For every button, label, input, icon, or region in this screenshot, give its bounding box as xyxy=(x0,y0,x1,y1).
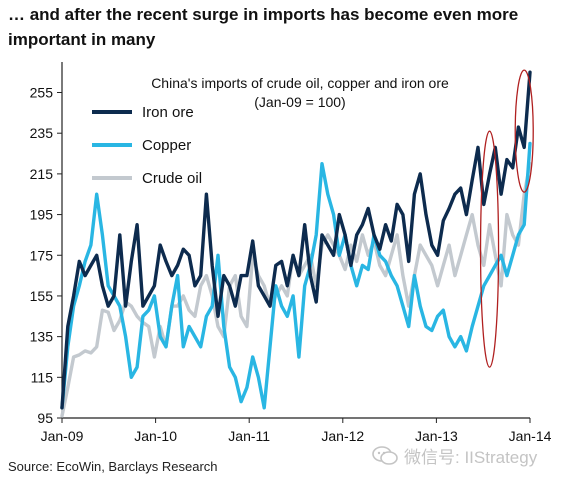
chart-title: China's imports of crude oil, copper and… xyxy=(151,75,449,91)
y-tick-label: 235 xyxy=(30,125,54,141)
x-tick-label: Jan-11 xyxy=(228,428,270,444)
series-line-iron-ore xyxy=(60,70,532,410)
x-tick-label: Jan-10 xyxy=(134,428,177,444)
x-tick-label: Jan-13 xyxy=(415,428,458,444)
y-tick-label: 95 xyxy=(37,410,53,426)
y-tick-label: 255 xyxy=(30,85,54,101)
series-line-copper xyxy=(60,141,532,410)
chart-axes: 95 115 135 155 175 195 215 235 255 Jan-09 Jan-10 Ja… xyxy=(30,62,552,444)
source-note: Source: EcoWin, Barclays Research xyxy=(8,459,218,474)
chart-subtitle: (Jan-09 = 100) xyxy=(254,94,345,110)
watermark-text: 微信号: IIStrategy xyxy=(404,448,538,467)
x-tick-label: Jan-14 xyxy=(509,428,552,444)
legend-label: Copper xyxy=(142,137,191,154)
y-tick-label: 195 xyxy=(30,207,54,223)
y-tick-label: 215 xyxy=(30,166,54,182)
x-tick-label: Jan-12 xyxy=(321,428,364,444)
highlight-ellipse xyxy=(514,69,534,193)
x-tick-label: Jan-09 xyxy=(41,428,84,444)
legend-label: Iron ore xyxy=(142,104,194,121)
chart-legend: Iron ore Copper Crude oil xyxy=(92,104,202,187)
watermark: 微信号: IIStrategy xyxy=(372,443,537,468)
y-tick-label: 155 xyxy=(30,288,54,304)
chart-series xyxy=(60,70,532,418)
legend-label: Crude oil xyxy=(142,170,202,187)
wechat-logo-icon xyxy=(372,445,398,466)
highlight-ellipse xyxy=(479,130,500,368)
headline: … and after the recent surge in imports … xyxy=(8,5,519,49)
chart-highlights xyxy=(479,69,534,368)
y-tick-label: 175 xyxy=(30,247,54,263)
y-tick-label: 135 xyxy=(30,329,54,345)
y-tick-label: 115 xyxy=(31,369,54,385)
